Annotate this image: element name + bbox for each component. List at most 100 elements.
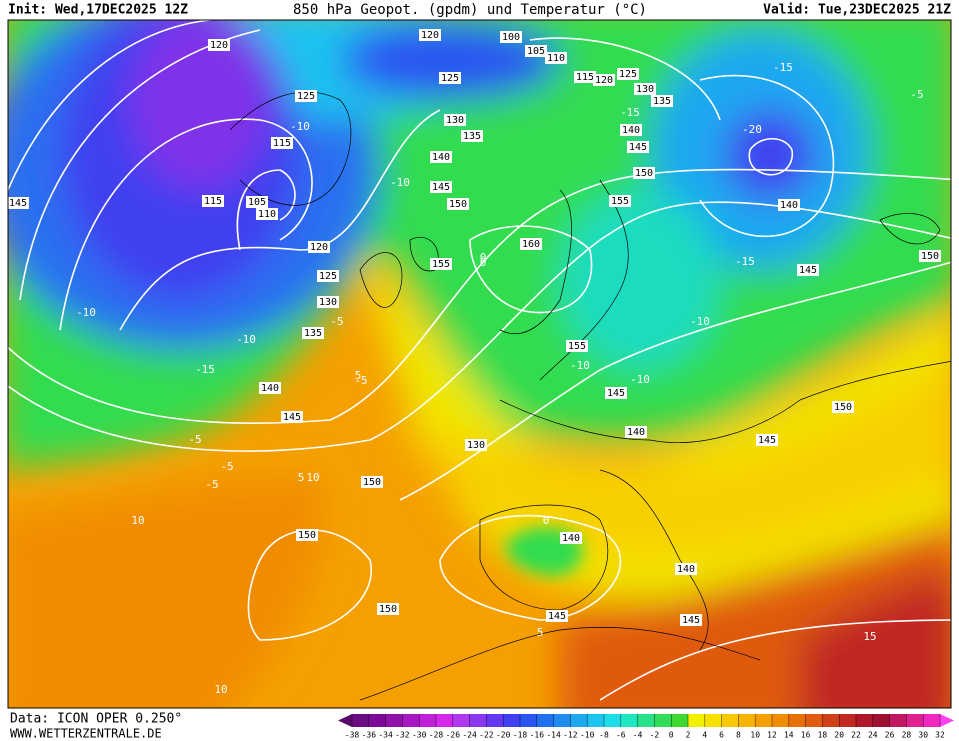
colorbar-segment (570, 714, 588, 727)
colorbar-tick-label: 14 (784, 731, 794, 740)
init-time: Init: Wed,17DEC2025 12Z (8, 3, 188, 18)
geopotential-label: 120 (421, 30, 439, 41)
colorbar-tick-label: -34 (378, 731, 393, 740)
geopotential-label: 135 (653, 96, 671, 107)
colorbar-tick-label: 22 (851, 731, 861, 740)
temperature-label: -5 (330, 315, 343, 328)
label-box (317, 270, 339, 282)
colorbar-tick-label: -4 (633, 731, 643, 740)
site: WWW.WETTERZENTRALE.DE (10, 727, 162, 741)
temperature-label: 15 (863, 630, 876, 643)
geopotential-label: 130 (467, 440, 485, 451)
temperature-label: -5 (910, 88, 923, 101)
colorbar-tick-label: -10 (580, 731, 595, 740)
colorbar-tick-label: 32 (935, 731, 945, 740)
geopotential-label: 140 (780, 200, 798, 211)
label-box (778, 199, 800, 211)
temperature-label: -10 (290, 120, 310, 133)
colorbar-tick-label: -12 (563, 731, 578, 740)
geopotential-label: 145 (283, 412, 301, 423)
colorbar-segment (419, 714, 437, 727)
geopotential-label: 140 (432, 152, 450, 163)
geopotential-label: 130 (446, 115, 464, 126)
geopotential-label: 120 (595, 75, 613, 86)
geopotential-label: 145 (682, 615, 700, 626)
colorbar-tick-label: -28 (429, 731, 444, 740)
colorbar-segment (486, 714, 504, 727)
colorbar-tick-label: 24 (868, 731, 878, 740)
geopotential-label: 155 (432, 259, 450, 270)
geopotential-label: 140 (562, 533, 580, 544)
geopotential-label: 145 (799, 265, 817, 276)
label-box (256, 208, 278, 220)
label-box (271, 137, 293, 149)
label-box (281, 411, 303, 423)
geopotential-label: 145 (629, 142, 647, 153)
label-box (627, 141, 649, 153)
geopotential-label: 125 (441, 73, 459, 84)
colorbar-tick-label: 6 (719, 731, 724, 740)
temperature-label: -10 (630, 373, 650, 386)
colorbar-segment (402, 714, 420, 727)
geopotential-label: 115 (576, 72, 594, 83)
label-box (525, 45, 547, 57)
temperature-label: -5 (188, 433, 201, 446)
label-box (500, 31, 522, 43)
colorbar-segment (352, 714, 370, 727)
geopotential-label: 150 (449, 199, 467, 210)
geopotential-label: 110 (547, 53, 565, 64)
label-box (633, 167, 655, 179)
geopotential-label: 150 (834, 402, 852, 413)
colorbar-tick-label: 18 (818, 731, 828, 740)
colorbar-segment (620, 714, 639, 727)
colorbar-segment (906, 714, 924, 727)
geopotential-label: 155 (568, 341, 586, 352)
colorbar-arrow-left (338, 714, 352, 727)
colorbar-tick-label: -6 (616, 731, 626, 740)
colorbar-tick-label: -2 (650, 731, 660, 740)
geopotential-label: 145 (758, 435, 776, 446)
colorbar-segment (654, 714, 672, 727)
geopotential-label: 145 (432, 182, 450, 193)
colorbar-tick-label: -16 (530, 731, 545, 740)
temperature-label: -5 (220, 460, 233, 473)
label-box (461, 130, 483, 142)
label-box (546, 610, 568, 622)
label-box (8, 197, 29, 209)
label-box (625, 426, 647, 438)
label-box (574, 71, 596, 83)
temperature-label: -10 (390, 176, 410, 189)
temperature-label: 10 (306, 471, 319, 484)
label-box (566, 340, 588, 352)
temperature-label: 0 (480, 256, 487, 269)
colorbar-segment (385, 714, 403, 727)
colorbar-segment (452, 714, 471, 727)
label-box (675, 563, 697, 575)
colorbar-segment (822, 714, 840, 727)
temperature-label: -15 (773, 61, 793, 74)
colorbar-segment (637, 714, 655, 727)
label-box (259, 382, 281, 394)
geopotential-label: 125 (319, 271, 337, 282)
temperature-labels: -20-15-15-10-10-10-15-5-5-5-10-50-10-10-… (76, 61, 924, 696)
colorbar-segment (805, 714, 823, 727)
colorbar-tick-label: -22 (479, 731, 494, 740)
colorbar-tick-label: -30 (412, 731, 427, 740)
label-box (593, 74, 615, 86)
geopotential-label: 150 (363, 477, 381, 488)
label-box (308, 241, 330, 253)
label-box (609, 195, 631, 207)
geopotential-label: 110 (258, 209, 276, 220)
colorbar-segment (368, 714, 387, 727)
geopotential-label: 140 (627, 427, 645, 438)
geopotential-label: 150 (379, 604, 397, 615)
temperature-label: -15 (735, 255, 755, 268)
colorbar-tick-label: 16 (801, 731, 811, 740)
label-box (605, 387, 627, 399)
colorbar-segment (889, 714, 907, 727)
colorbar-tick-label: -18 (513, 731, 528, 740)
geopotential-label: 140 (622, 125, 640, 136)
colorbar-tick-label: -20 (496, 731, 511, 740)
